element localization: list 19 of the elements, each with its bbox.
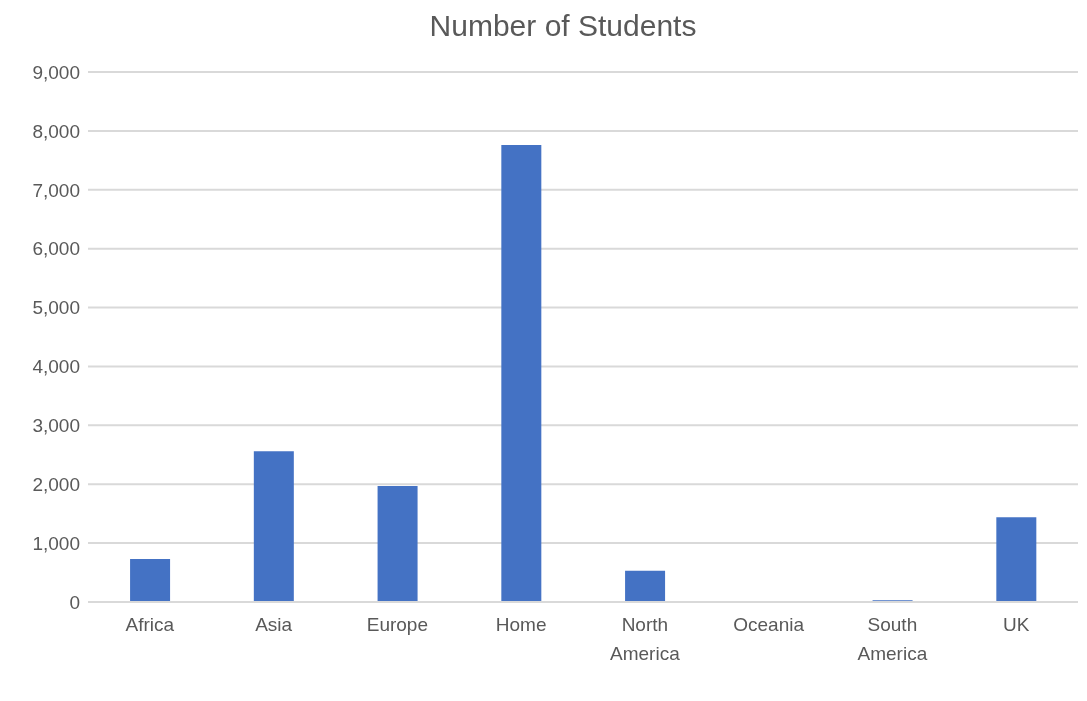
y-tick-label: 8,000 xyxy=(32,120,80,142)
x-tick-label: UK xyxy=(1002,614,1030,636)
x-tick-label: Home xyxy=(495,614,547,636)
x-tick-label: Europe xyxy=(366,614,429,636)
x-tick-label: Asia xyxy=(255,614,293,636)
y-tick-label: 4,000 xyxy=(32,356,80,378)
y-tick-label: 7,000 xyxy=(32,179,80,201)
y-tick-label: 5,000 xyxy=(32,297,80,319)
x-tick-label: South America xyxy=(857,614,928,664)
y-tick-label: 6,000 xyxy=(32,238,80,260)
y-tick-label: 0 xyxy=(69,591,80,613)
chart-title: Number of Students xyxy=(428,8,698,44)
x-tick-label: Africa xyxy=(125,614,175,636)
x-tick-label: Oceania xyxy=(733,614,805,636)
y-tick-label: 9,000 xyxy=(32,61,80,83)
x-tick-label: North America xyxy=(610,614,681,664)
y-tick-label: 3,000 xyxy=(32,415,80,437)
y-tick-label: 2,000 xyxy=(32,473,80,495)
y-tick-label: 1,000 xyxy=(32,532,80,554)
